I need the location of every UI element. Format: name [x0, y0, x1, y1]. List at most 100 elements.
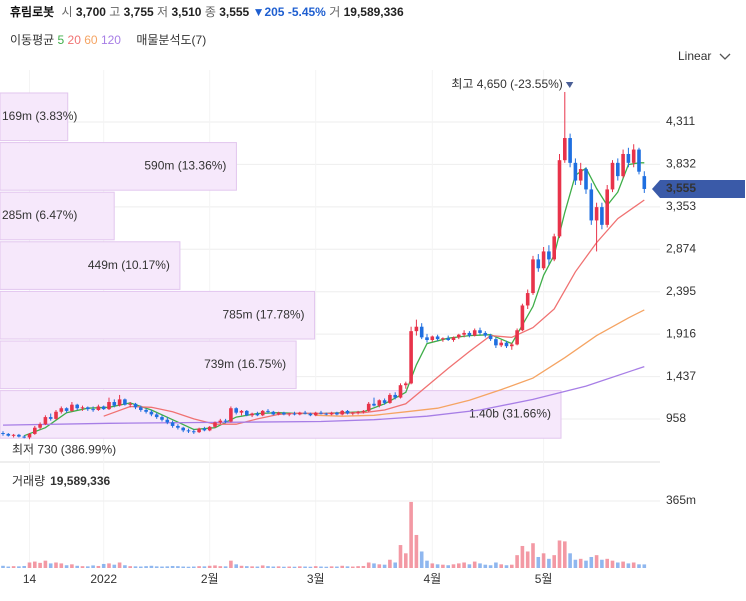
volume-bar: [282, 566, 286, 568]
candle-body: [250, 413, 254, 416]
candle-body: [165, 419, 170, 423]
ma-legend-5[interactable]: 5: [58, 33, 65, 47]
volume-bar: [637, 564, 641, 568]
candle-body: [616, 162, 620, 177]
volume-bar: [616, 562, 620, 568]
candle-body: [139, 407, 143, 410]
volume-title: 거래량 19,589,336: [12, 474, 111, 488]
volume-bar: [33, 561, 37, 568]
volume-bar: [345, 566, 350, 568]
volume-bar: [239, 565, 244, 568]
volume-bar: [340, 565, 344, 568]
y-tick-label: 365m: [666, 493, 696, 507]
candle-body: [107, 402, 111, 410]
volume-label: 거래량: [12, 474, 45, 488]
candle-body: [610, 162, 615, 190]
volume-bar: [584, 560, 588, 568]
candle-body: [48, 417, 53, 419]
volume-bar: [139, 566, 143, 568]
candle-body: [488, 335, 493, 340]
volume-bar: [144, 566, 148, 568]
volume-bar: [192, 566, 196, 568]
candle-body: [64, 408, 69, 411]
volume-bar: [197, 566, 201, 568]
candle-body: [144, 409, 148, 412]
volume-bar: [266, 566, 270, 568]
candle-body: [605, 189, 609, 225]
candle-body: [38, 424, 42, 428]
volume-bar: [610, 560, 615, 568]
volume-profile-label: 739m (16.75%): [204, 357, 286, 371]
candle-body: [531, 259, 535, 294]
quote-label: 고: [109, 5, 120, 19]
volume-profile-bar: [0, 142, 237, 191]
volume-bar: [260, 565, 265, 568]
candle-body: [298, 412, 302, 415]
profile-label[interactable]: 매물분석도(7): [136, 33, 206, 47]
scale-chevron[interactable]: [719, 53, 731, 60]
ma-label[interactable]: 이동평균: [10, 33, 54, 47]
candle-body: [308, 413, 313, 416]
volume-bar: [250, 566, 254, 568]
volume-bar: [372, 563, 376, 568]
candle-body: [366, 403, 371, 411]
candle-body: [515, 330, 519, 345]
candle-body: [393, 394, 397, 398]
candle-body: [377, 400, 382, 406]
candle-body: [504, 342, 509, 347]
volume-bar: [133, 566, 138, 568]
volume-bar: [626, 563, 631, 568]
candle-body: [22, 436, 26, 438]
candle-body: [499, 342, 503, 346]
volume-bar: [80, 566, 85, 568]
candle-body: [101, 406, 106, 410]
candle-body: [435, 336, 440, 340]
candle-body: [414, 326, 419, 332]
candle-body: [27, 433, 32, 438]
candle-body: [335, 412, 339, 415]
y-tick-label: 1,437: [666, 369, 696, 383]
x-tick-label: 2022: [90, 572, 117, 586]
candle-body: [478, 330, 482, 333]
candle-body: [578, 169, 583, 181]
price-change: ▼205: [253, 5, 285, 19]
candle-body: [621, 153, 625, 177]
ma-legend-60[interactable]: 60: [84, 33, 98, 47]
volume-bar: [472, 561, 477, 568]
ma-legend-120[interactable]: 120: [101, 33, 121, 47]
ma-legend-20[interactable]: 20: [68, 33, 82, 47]
volume-bar: [504, 565, 509, 568]
volume-bar: [621, 561, 625, 568]
volume-total: 19,589,336: [50, 474, 110, 488]
x-tick-label: 2월: [201, 572, 219, 586]
quote-value: 3,755: [124, 5, 154, 19]
volume-bar: [377, 564, 382, 568]
candle-body: [313, 412, 318, 416]
volume-bar: [170, 565, 175, 568]
candle-body: [75, 404, 79, 409]
candle-body: [520, 305, 525, 331]
volume-profile-bar: [0, 340, 297, 390]
low-annotation: 최저 730 (386.99%): [12, 442, 116, 456]
volume-bar: [409, 501, 413, 568]
quote-value: 3,555: [219, 5, 249, 19]
candle-body: [229, 408, 233, 422]
scale-toggle[interactable]: Linear: [678, 49, 711, 63]
volume-bar: [488, 565, 493, 568]
quote-label: 종: [205, 5, 216, 19]
candle-body: [54, 411, 58, 419]
candle-body: [637, 149, 641, 172]
candle-body: [430, 336, 435, 341]
candle-body: [361, 410, 366, 412]
candle-body: [356, 411, 360, 413]
candle-body: [170, 422, 175, 426]
volume-bar: [48, 563, 53, 568]
candle-body: [451, 337, 456, 341]
candle-body: [441, 338, 445, 340]
volume-bar: [38, 562, 42, 568]
candle-body: [176, 425, 180, 428]
volume-bar: [457, 563, 461, 568]
volume-bar: [557, 540, 562, 568]
volume-bar: [594, 555, 599, 568]
